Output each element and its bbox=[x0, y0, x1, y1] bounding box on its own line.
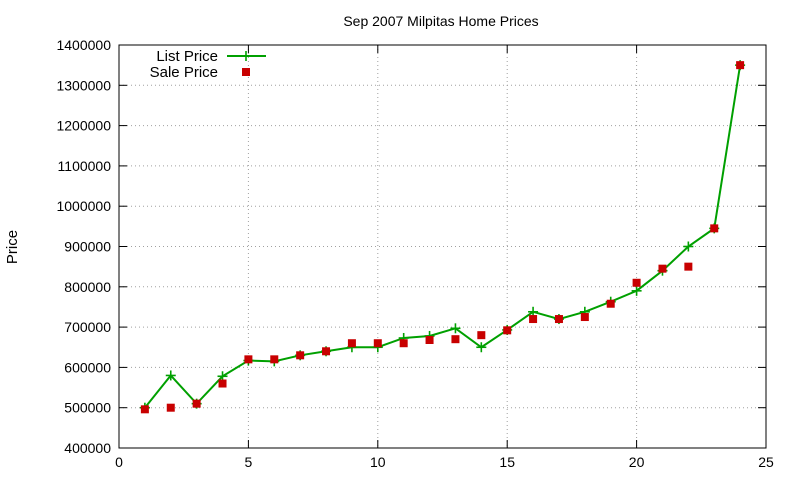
y-tick-label: 1100000 bbox=[58, 158, 112, 174]
axis-ticks bbox=[118, 44, 767, 449]
axis-tick-labels: 400000 500000 600000 700000 800000 900000 1000… bbox=[56, 37, 774, 470]
y-tick-label: 500000 bbox=[64, 400, 111, 416]
sale-price-point bbox=[140, 405, 149, 414]
x-tick-label: 15 bbox=[499, 454, 515, 470]
list-price-point bbox=[683, 241, 694, 252]
y-tick-label: 400000 bbox=[64, 440, 111, 456]
sale-price-point bbox=[606, 299, 615, 308]
legend-entry-list-price: List Price bbox=[156, 48, 266, 65]
sale-price-point bbox=[399, 339, 408, 348]
legend-marker bbox=[241, 51, 251, 61]
y-axis-label: Price bbox=[4, 230, 21, 264]
series-sale-price bbox=[140, 61, 745, 414]
y-tick-label: 800000 bbox=[64, 279, 111, 295]
sale-price-point bbox=[684, 262, 693, 271]
list-price-line bbox=[144, 64, 742, 409]
x-tick-label: 25 bbox=[758, 454, 774, 470]
sale-price-point bbox=[710, 224, 719, 233]
legend-entry-sale-price: Sale Price bbox=[150, 64, 250, 81]
legend: List Price Sale Price bbox=[150, 48, 266, 81]
legend-swatch-sale-price bbox=[242, 68, 250, 76]
list-price-point bbox=[165, 370, 176, 381]
sale-price-point bbox=[322, 347, 331, 356]
sale-price-point bbox=[503, 326, 512, 335]
sale-price-point bbox=[244, 355, 253, 364]
sale-price-point bbox=[451, 335, 460, 344]
sale-price-point bbox=[270, 355, 279, 364]
sale-price-point bbox=[658, 264, 667, 273]
x-tick-label: 5 bbox=[245, 454, 253, 470]
sale-price-point bbox=[192, 399, 201, 408]
plot-frame bbox=[118, 44, 767, 449]
sale-price-point bbox=[166, 403, 175, 412]
x-tick-label: 0 bbox=[115, 454, 123, 470]
sale-price-point bbox=[632, 278, 641, 287]
y-tick-label: 600000 bbox=[64, 359, 111, 375]
y-tick-label: 1300000 bbox=[56, 77, 111, 93]
x-tick-label: 20 bbox=[629, 454, 645, 470]
list-price-point bbox=[476, 342, 487, 353]
y-tick-label: 700000 bbox=[64, 319, 111, 335]
sale-price-point bbox=[736, 61, 745, 70]
sale-price-point bbox=[529, 315, 538, 324]
x-tick-label: 10 bbox=[370, 454, 386, 470]
y-tick-label: 900000 bbox=[64, 239, 111, 255]
legend-marker bbox=[242, 68, 250, 76]
sale-price-point bbox=[425, 335, 434, 344]
y-tick-label: 1200000 bbox=[56, 118, 111, 134]
sale-price-point bbox=[580, 313, 589, 322]
sale-price-point bbox=[373, 339, 382, 348]
list-price-point bbox=[631, 285, 642, 296]
legend-swatch-list-price bbox=[227, 51, 266, 61]
sale-price-point bbox=[296, 351, 305, 360]
y-tick-label: 1000000 bbox=[56, 198, 111, 214]
sale-price-point bbox=[554, 315, 563, 324]
grid bbox=[119, 45, 766, 448]
y-tick-label: 1400000 bbox=[56, 37, 111, 53]
series bbox=[139, 60, 746, 414]
chart-title: Sep 2007 Milpitas Home Prices bbox=[343, 13, 538, 29]
sale-price-point bbox=[218, 379, 227, 388]
legend-label: List Price bbox=[156, 48, 218, 65]
sale-price-point bbox=[347, 339, 356, 348]
series-list-price bbox=[139, 60, 746, 413]
list-price-point bbox=[450, 323, 461, 334]
sale-price-point bbox=[477, 331, 486, 340]
legend-label: Sale Price bbox=[150, 64, 218, 81]
